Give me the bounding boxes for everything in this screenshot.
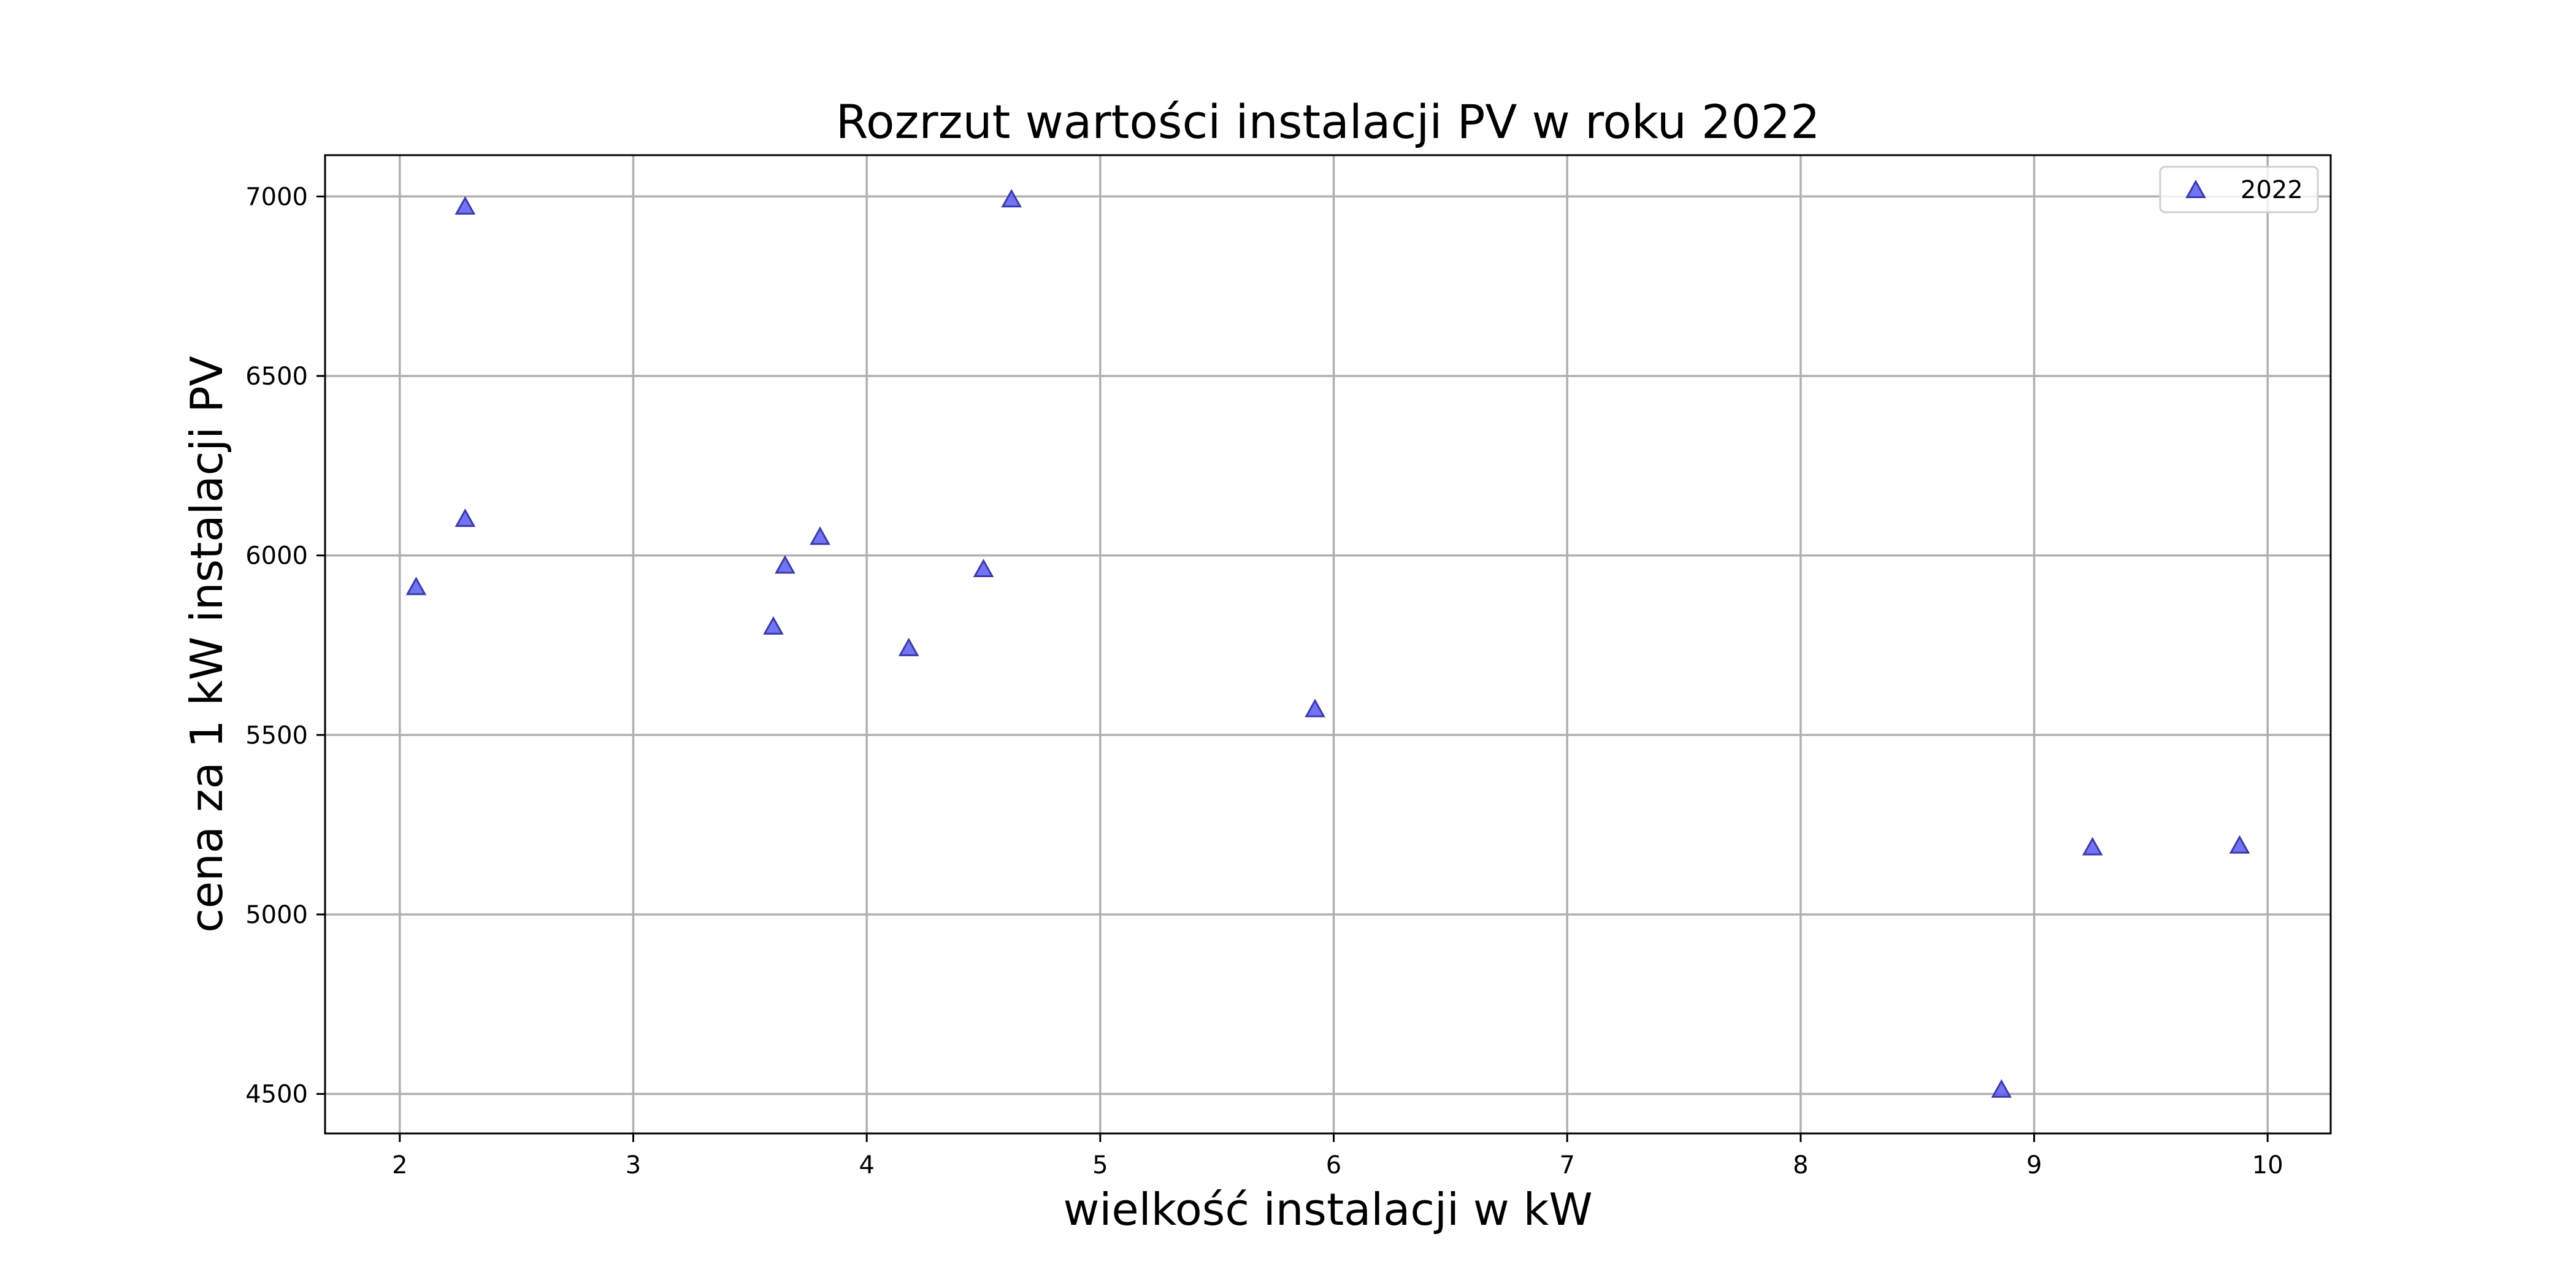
x-tick-label: 3 — [626, 1151, 641, 1179]
data-point — [2082, 837, 2103, 856]
data-points — [405, 189, 2250, 1098]
y-tick-label: 5500 — [245, 721, 308, 749]
grid-lines — [325, 155, 2331, 1133]
legend-label-2022: 2022 — [2241, 176, 2303, 204]
y-tick-label: 6000 — [245, 542, 308, 570]
x-tick-label: 5 — [1092, 1151, 1108, 1179]
y-tick-label: 6500 — [245, 362, 308, 391]
data-point — [1001, 189, 1022, 208]
x-tick-label: 10 — [2252, 1151, 2283, 1179]
x-tick-label: 6 — [1326, 1151, 1341, 1179]
data-point — [763, 616, 784, 635]
axis-ticks: 2 3 4 5 6 7 8 9 10 4500 5000 5500 6000 6500 7000 — [245, 183, 2283, 1179]
data-point — [2229, 835, 2250, 854]
data-point — [405, 577, 427, 596]
y-tick-label: 7000 — [245, 183, 308, 211]
data-point — [1305, 699, 1325, 718]
x-tick-label: 4 — [859, 1151, 874, 1179]
legend: 2022 — [2159, 166, 2319, 213]
legend-box — [2159, 166, 2319, 213]
x-tick-label: 2 — [392, 1151, 407, 1179]
data-point — [454, 196, 476, 215]
data-point — [898, 637, 919, 656]
chart-title: Rozrzut wartości instalacji PV w roku 20… — [836, 94, 1820, 149]
x-tick-label: 8 — [1793, 1151, 1808, 1179]
plot-frame — [324, 154, 2332, 1135]
x-tick-label: 9 — [2026, 1151, 2042, 1179]
legend-marker-triangle — [2185, 179, 2206, 198]
y-axis-label: cena za 1 kW instalacji PV — [181, 356, 232, 933]
data-point — [775, 555, 795, 574]
y-tick-label: 4500 — [245, 1081, 308, 1109]
x-tick-label: 7 — [1559, 1151, 1574, 1179]
data-point — [973, 558, 994, 578]
y-tick-label: 5000 — [245, 901, 308, 929]
data-point — [810, 526, 830, 545]
data-point — [1991, 1079, 2012, 1098]
x-axis-label: wielkość instalacji w kW — [1063, 1184, 1592, 1235]
data-point — [454, 508, 476, 527]
